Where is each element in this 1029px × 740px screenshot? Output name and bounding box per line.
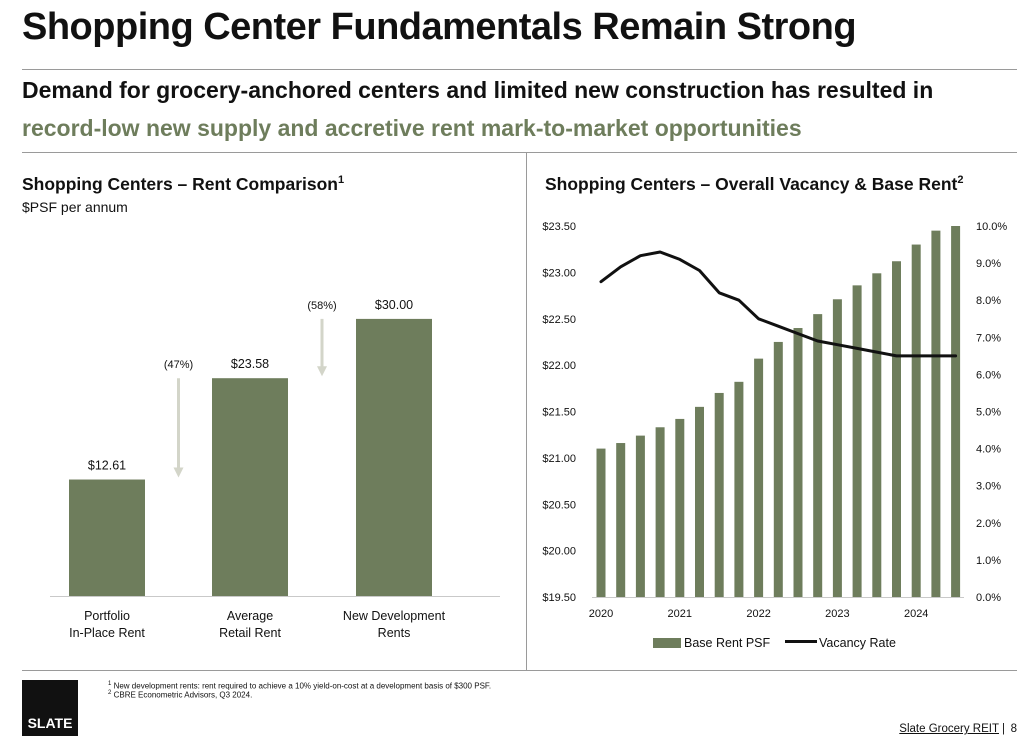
bar-value-label: $12.61	[88, 459, 126, 473]
footnote-2-num: 2	[108, 690, 112, 696]
category-label: Portfolio	[84, 609, 130, 623]
rent-comparison-unit: $PSF per annum	[22, 199, 128, 215]
page-number: 8	[1010, 723, 1017, 735]
category-label: In-Place Rent	[69, 626, 145, 640]
base-rent-bar	[872, 273, 882, 597]
section-divider-top	[22, 152, 1017, 153]
base-rent-bar	[616, 443, 626, 597]
bar-value-label: $30.00	[375, 298, 413, 312]
rent-comparison-footnote-ref: 1	[338, 174, 345, 187]
x-axis-tick: 2022	[746, 608, 770, 620]
right-axis-tick: 4.0%	[976, 444, 1001, 456]
category-label: Rents	[378, 626, 411, 640]
right-axis-tick: 8.0%	[976, 295, 1001, 307]
category-label: New Development	[343, 609, 446, 623]
base-rent-bar	[813, 314, 823, 597]
base-rent-bar	[793, 328, 803, 597]
right-axis-tick: 6.0%	[976, 369, 1001, 381]
footnote-1-text: New development rents: rent required to …	[113, 681, 492, 691]
base-rent-bar	[951, 226, 961, 597]
base-rent-bar	[892, 261, 901, 597]
x-axis-tick: 2020	[589, 608, 613, 620]
base-rent-bar	[695, 406, 704, 597]
legend-vacancy: Vacancy Rate	[785, 636, 896, 650]
category-label: Average	[227, 609, 273, 623]
base-rent-bar	[773, 341, 783, 597]
legend-line-swatch	[785, 640, 817, 643]
left-axis-tick: $22.00	[542, 360, 576, 372]
footer-brand-link[interactable]: Slate Grocery REIT	[899, 723, 999, 735]
rent-bar	[69, 479, 145, 596]
legend-base-rent: Base Rent PSF	[653, 636, 770, 650]
base-rent-bar	[832, 299, 842, 597]
left-axis-tick: $20.50	[542, 499, 576, 511]
category-label: Retail Rent	[219, 626, 281, 640]
chart-column-divider	[526, 153, 527, 670]
vacancy-rent-title: Shopping Centers – Overall Vacancy & Bas…	[545, 174, 964, 195]
left-axis-tick: $19.50	[542, 592, 576, 604]
slate-logo: SLATE	[22, 680, 78, 736]
base-rent-bar	[714, 392, 724, 597]
x-axis-tick: 2023	[825, 608, 849, 620]
base-rent-bar	[911, 244, 921, 598]
decline-arrow-head	[317, 366, 327, 377]
base-rent-bar	[655, 427, 665, 597]
rent-comparison-title: Shopping Centers – Rent Comparison1	[22, 174, 344, 195]
legend-bar-swatch	[653, 638, 681, 648]
x-axis-tick: 2024	[904, 608, 928, 620]
footer-separator: |	[1002, 723, 1005, 735]
right-axis-tick: 2.0%	[976, 518, 1001, 530]
legend-vacancy-label: Vacancy Rate	[819, 636, 896, 650]
bar-value-label: $23.58	[231, 357, 269, 371]
legend-base-rent-label: Base Rent PSF	[684, 636, 771, 650]
vacancy-rent-footnote-ref: 2	[957, 174, 964, 187]
subtitle-line-1: Demand for grocery-anchored centers and …	[22, 77, 934, 103]
right-axis-tick: 3.0%	[976, 481, 1001, 493]
left-axis-tick: $21.50	[542, 407, 576, 419]
right-axis-tick: 10.0%	[976, 221, 1007, 233]
footnote-1-num: 1	[108, 681, 112, 687]
rent-comparison-title-text: Shopping Centers – Rent Comparison	[22, 174, 338, 194]
left-axis-tick: $20.00	[542, 546, 576, 558]
base-rent-bar	[596, 448, 606, 597]
footnote-1: 1 New development rents: rent required t…	[108, 681, 491, 691]
base-rent-bar	[852, 285, 862, 597]
title-divider	[22, 69, 1017, 70]
decline-arrow-head	[173, 467, 184, 478]
right-axis-tick: 7.0%	[976, 332, 1001, 344]
footnote-2: 2 CBRE Econometric Advisors, Q3 2024.	[108, 690, 252, 700]
change-pct-label: (58%)	[307, 300, 336, 312]
left-axis-tick: $23.00	[542, 267, 576, 279]
left-axis-tick: $23.50	[542, 221, 576, 233]
right-axis-tick: 9.0%	[976, 258, 1001, 270]
change-pct-label: (47%)	[164, 359, 193, 371]
right-axis-tick: 1.0%	[976, 555, 1001, 567]
vacancy-rent-title-text: Shopping Centers – Overall Vacancy & Bas…	[545, 174, 958, 194]
base-rent-bar	[734, 381, 744, 597]
rent-bar	[212, 378, 288, 596]
vacancy-rate-line	[599, 250, 958, 358]
base-rent-bar	[931, 230, 941, 597]
base-rent-bar	[754, 358, 764, 597]
base-rent-bar	[675, 418, 685, 597]
right-axis-tick: 0.0%	[976, 592, 1001, 604]
base-rent-bar	[635, 435, 645, 597]
x-axis-tick: 2021	[668, 608, 692, 620]
right-axis-tick: 5.0%	[976, 407, 1001, 419]
left-axis-tick: $22.50	[542, 314, 576, 326]
subtitle-line-2: record-low new supply and accretive rent…	[22, 115, 802, 141]
left-axis-tick: $21.00	[542, 453, 576, 465]
section-divider-bottom	[22, 670, 1017, 671]
rent-bar	[356, 318, 432, 596]
page-title: Shopping Center Fundamentals Remain Stro…	[22, 6, 857, 48]
footnote-2-text: CBRE Econometric Advisors, Q3 2024.	[113, 690, 253, 700]
